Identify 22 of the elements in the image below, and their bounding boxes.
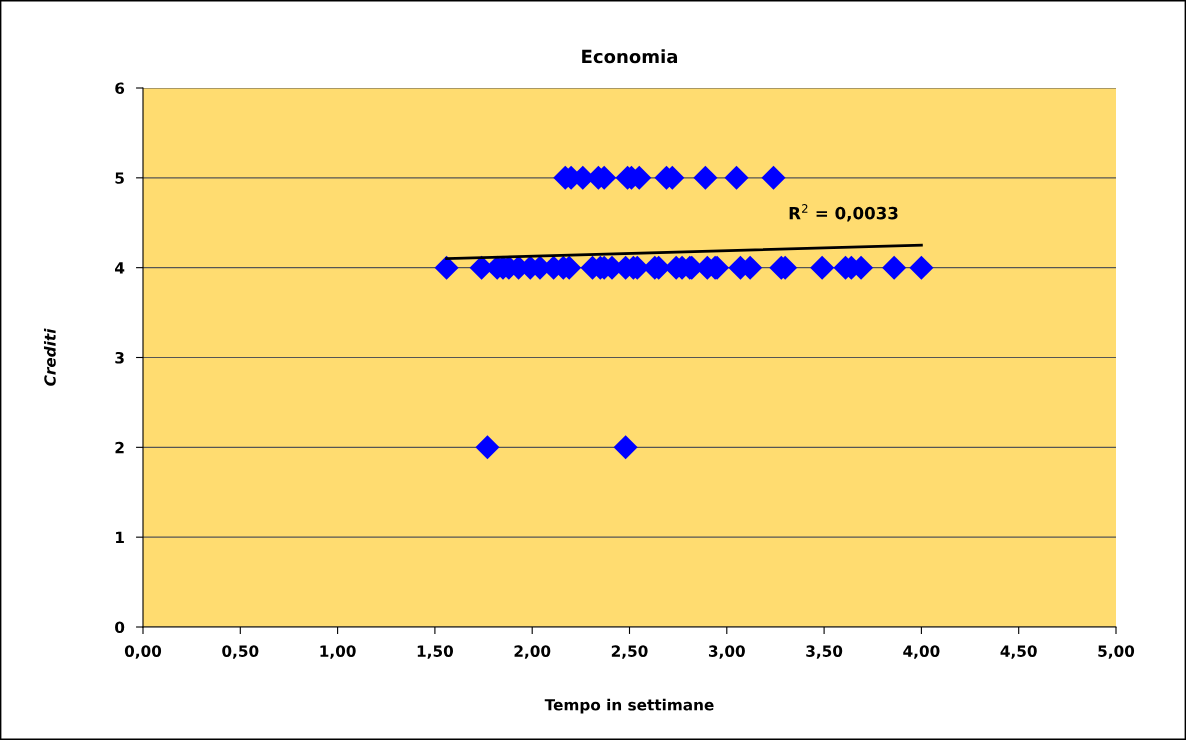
x-tick-label: 0,50 xyxy=(222,645,259,659)
y-tick-label: 2 xyxy=(115,441,124,454)
x-tick-label: 4,50 xyxy=(1000,645,1037,659)
x-tick-label: 2,50 xyxy=(611,645,648,659)
y-tick-label: 3 xyxy=(115,351,124,364)
x-tick-label: 4,00 xyxy=(903,645,940,659)
chart-title: Economia xyxy=(582,49,678,64)
y-tick-label: 0 xyxy=(115,621,125,634)
y-tick-label: 1 xyxy=(116,531,124,543)
x-tick-label: 3,50 xyxy=(806,645,843,659)
y-tick-label: 5 xyxy=(115,172,124,184)
y-tick-label: 6 xyxy=(115,82,125,95)
x-axis-title: Tempo in settimane xyxy=(544,698,714,714)
x-tick-label: 2,00 xyxy=(514,645,551,659)
x-tick-label: 1,00 xyxy=(320,645,356,659)
x-tick-label: 0,00 xyxy=(124,645,162,659)
y-tick-label: 4 xyxy=(115,262,125,274)
annotation: R$^{2}$ = 0,0033 xyxy=(789,204,898,222)
x-tick-label: 3,00 xyxy=(708,645,745,659)
x-tick-label: 5,00 xyxy=(1098,645,1135,659)
x-tick-label: 1,50 xyxy=(417,645,454,659)
y-axis-title: Crediti xyxy=(43,328,56,386)
